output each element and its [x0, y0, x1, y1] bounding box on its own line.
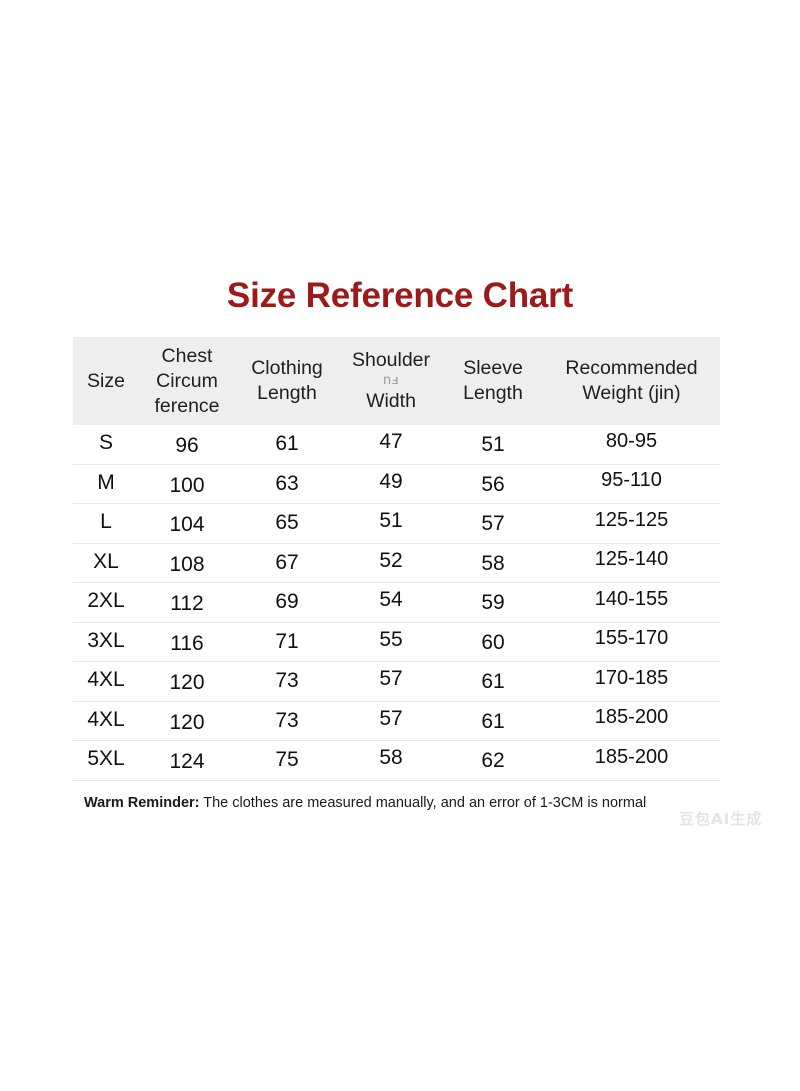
cell-size: XL — [93, 549, 119, 573]
column-header-shoulder-line1: Shoulder — [351, 349, 431, 371]
cell-weight: 170-185 — [594, 666, 669, 689]
cell-chest: 116 — [170, 631, 204, 655]
cell-sleeve: 56 — [481, 472, 505, 496]
cell-shoulder: 57 — [379, 706, 403, 730]
column-header-clothing-length: Clothing Length — [235, 356, 339, 406]
cell-weight: 125-140 — [594, 548, 669, 571]
cell-sleeve: 58 — [481, 551, 505, 575]
cell-clothing: 65 — [275, 511, 299, 535]
table-row: 4XL 120 73 57 61 185-200 — [73, 702, 720, 741]
cell-shoulder: 54 — [379, 588, 403, 612]
cell-chest: 96 — [175, 434, 199, 458]
column-header-shoulder-width: Shoulder nⅎ Width — [339, 348, 443, 414]
table-header-row: Size Chest Circum ference Clothing Lengt… — [73, 337, 720, 425]
column-header-sleeve-line1: Sleeve — [463, 357, 523, 379]
table-row: S 96 61 47 51 80-95 — [73, 425, 720, 465]
cell-shoulder: 49 — [379, 469, 403, 493]
cell-clothing: 67 — [275, 550, 299, 574]
cell-clothing: 73 — [275, 669, 299, 693]
cell-weight: 185-200 — [594, 706, 669, 729]
cell-size: S — [98, 431, 113, 455]
warm-reminder-label: Warm Reminder: — [84, 795, 200, 811]
table-row: XL 108 67 52 58 125-140 — [73, 544, 720, 583]
cell-weight: 140-155 — [594, 587, 669, 610]
column-header-size: Size — [73, 369, 139, 394]
column-header-weight-line2: Weight (jin) — [582, 382, 681, 404]
cell-chest: 104 — [169, 513, 205, 537]
column-header-clothing-line2: Length — [257, 382, 317, 404]
cell-shoulder: 51 — [379, 509, 403, 533]
cell-size: M — [97, 470, 115, 494]
cell-weight: 185-200 — [594, 745, 669, 768]
cell-clothing: 63 — [275, 471, 299, 495]
cell-chest: 108 — [169, 552, 205, 576]
cell-sleeve: 59 — [481, 591, 505, 615]
table-row: 4XL 120 73 57 61 170-185 — [73, 662, 720, 702]
cell-size: 2XL — [87, 589, 125, 613]
cell-size: L — [100, 510, 112, 534]
column-header-recommended-weight: Recommended Weight (jin) — [543, 356, 720, 406]
cell-weight: 125-125 — [594, 508, 669, 531]
column-header-clothing-line1: Clothing — [251, 357, 323, 379]
warm-reminder-text: The clothes are measured manually, and a… — [199, 795, 647, 811]
cell-size: 4XL — [87, 707, 125, 731]
table-row: L 104 65 51 57 125-125 — [73, 504, 720, 544]
cell-clothing: 71 — [275, 629, 299, 653]
cell-shoulder: 47 — [379, 430, 403, 454]
cell-size: 4XL — [87, 668, 125, 692]
column-header-weight-line1: Recommended — [565, 357, 698, 379]
column-header-size-line1: Size — [87, 369, 125, 392]
cell-sleeve: 61 — [481, 670, 505, 694]
cell-clothing: 73 — [275, 708, 299, 732]
table-body: S 96 61 47 51 80-95 M 100 63 49 56 95-11… — [73, 425, 720, 781]
table-row: M 100 63 49 56 95-110 — [73, 465, 720, 504]
cell-chest: 120 — [169, 710, 205, 734]
cell-sleeve: 57 — [481, 512, 505, 536]
cell-clothing: 69 — [275, 590, 299, 614]
column-header-sleeve-length: Sleeve Length — [443, 356, 543, 406]
table-row: 3XL 116 71 55 60 155-170 — [73, 623, 720, 662]
cell-chest: 100 — [169, 473, 205, 497]
cell-chest: 124 — [169, 750, 205, 774]
column-header-chest-line2: Circum — [156, 369, 218, 392]
table-row: 5XL 124 75 58 62 185-200 — [73, 741, 720, 781]
cell-weight: 155-170 — [594, 627, 669, 650]
cell-shoulder: 57 — [379, 667, 403, 691]
column-header-chest-circumference: Chest Circum ference — [139, 344, 235, 419]
cell-chest: 112 — [170, 592, 204, 616]
cell-shoulder: 58 — [379, 746, 403, 770]
cell-clothing: 75 — [275, 748, 299, 772]
cell-weight: 95-110 — [601, 469, 662, 492]
cell-sleeve: 61 — [481, 709, 505, 733]
column-header-shoulder-line3: Width — [366, 390, 416, 412]
cell-sleeve: 51 — [481, 433, 505, 457]
table-row: 2XL 112 69 54 59 140-155 — [73, 583, 720, 623]
cell-shoulder: 55 — [379, 627, 403, 651]
cell-shoulder: 52 — [379, 548, 403, 572]
cell-weight: 80-95 — [605, 429, 658, 452]
cell-size: 3XL — [87, 628, 125, 652]
cell-sleeve: 62 — [481, 749, 505, 773]
size-reference-table: Size Chest Circum ference Clothing Lengt… — [73, 337, 720, 781]
warm-reminder-note: Warm Reminder: The clothes are measured … — [84, 793, 744, 813]
cell-clothing: 61 — [275, 432, 299, 456]
cell-chest: 120 — [169, 671, 205, 695]
column-header-shoulder-artifact-glyph: nⅎ — [382, 373, 400, 388]
column-header-sleeve-line2: Length — [463, 382, 523, 404]
cell-sleeve: 60 — [481, 630, 505, 654]
cell-size: 5XL — [87, 747, 125, 771]
page-title: Size Reference Chart — [226, 276, 574, 315]
ai-watermark: 豆包AI生成 — [679, 810, 763, 828]
column-header-chest-line3: ference — [154, 394, 220, 417]
column-header-chest-line1: Chest — [161, 344, 213, 367]
